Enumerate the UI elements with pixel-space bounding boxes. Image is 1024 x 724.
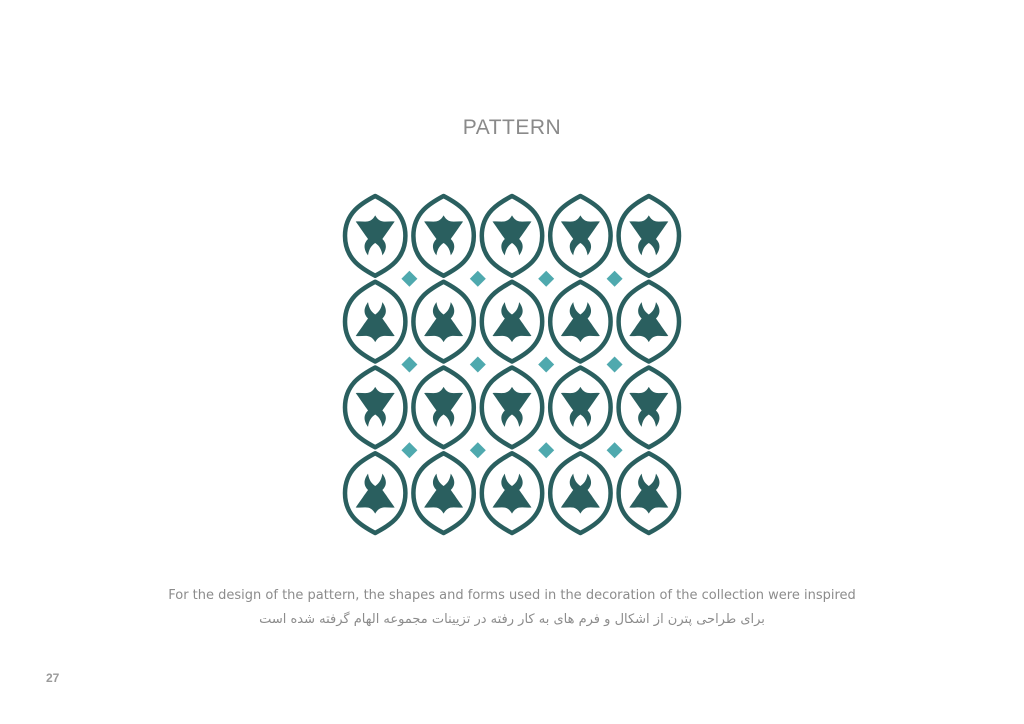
pattern-cell — [479, 193, 545, 278]
accent-diamond — [469, 442, 486, 459]
pattern-cell — [547, 451, 613, 536]
accent-diamond — [606, 356, 623, 373]
cell-outline — [479, 451, 545, 536]
accent-diamond — [538, 442, 555, 459]
caption-english: For the design of the pattern, the shape… — [168, 588, 856, 603]
cell-outline — [547, 365, 613, 450]
cell-outline — [342, 193, 408, 278]
flower-motif — [492, 473, 532, 514]
cell-outline — [547, 279, 613, 364]
cell-outline — [616, 279, 682, 364]
pattern-cell — [411, 193, 477, 278]
pattern-cell — [342, 279, 408, 364]
pattern-cell — [479, 451, 545, 536]
flower-motif — [492, 302, 532, 343]
flower-motif — [355, 302, 395, 343]
cell-outline — [616, 193, 682, 278]
pattern-cell — [616, 451, 682, 536]
pattern-cell — [616, 365, 682, 450]
flower-motif — [424, 473, 464, 514]
cell-outline — [547, 451, 613, 536]
pattern-cell — [342, 451, 408, 536]
flower-motif — [560, 215, 600, 256]
pattern-cell — [616, 279, 682, 364]
flower-motif — [560, 302, 600, 343]
pattern-cell — [479, 365, 545, 450]
cell-outline — [616, 365, 682, 450]
cell-outline — [411, 365, 477, 450]
pattern-cell — [342, 193, 408, 278]
cell-outline — [342, 279, 408, 364]
flower-motif — [629, 215, 669, 256]
cell-outline — [547, 193, 613, 278]
accent-diamond — [606, 442, 623, 459]
cell-outline — [479, 365, 545, 450]
page-number: 27 — [46, 671, 60, 685]
flower-motif — [629, 302, 669, 343]
cell-outline — [411, 279, 477, 364]
accent-diamond — [401, 442, 418, 459]
pattern-cell — [547, 193, 613, 278]
flower-motif — [355, 215, 395, 256]
pattern-graphic — [342, 193, 682, 536]
pattern-cell — [616, 193, 682, 278]
flower-motif — [492, 215, 532, 256]
cell-outline — [479, 279, 545, 364]
flower-motif — [424, 302, 464, 343]
accent-diamond — [401, 270, 418, 287]
flower-motif — [560, 386, 600, 427]
cell-outline — [342, 365, 408, 450]
accent-diamond — [469, 270, 486, 287]
flower-motif — [629, 386, 669, 427]
flower-motif — [560, 473, 600, 514]
pattern-cell — [479, 279, 545, 364]
flower-motif — [629, 473, 669, 514]
accent-diamond — [469, 356, 486, 373]
flower-motif — [355, 386, 395, 427]
pattern-cell — [411, 451, 477, 536]
caption-persian: برای طراحی پترن از اشکال و فرم های به کا… — [259, 612, 765, 627]
cell-outline — [342, 451, 408, 536]
pattern-cell — [342, 365, 408, 450]
pattern-cell — [547, 365, 613, 450]
cell-outline — [411, 451, 477, 536]
cell-outline — [479, 193, 545, 278]
pattern-cell — [411, 279, 477, 364]
flower-motif — [424, 386, 464, 427]
flower-motif — [492, 386, 532, 427]
accent-diamond — [538, 270, 555, 287]
accent-diamond — [606, 270, 623, 287]
pattern-cell — [411, 365, 477, 450]
page-title: PATTERN — [462, 116, 562, 139]
pattern-cell — [547, 279, 613, 364]
accent-diamond — [401, 356, 418, 373]
cell-outline — [616, 451, 682, 536]
cell-outline — [411, 193, 477, 278]
pattern-illustration — [341, 193, 683, 536]
flower-motif — [424, 215, 464, 256]
accent-diamond — [538, 356, 555, 373]
flower-motif — [355, 473, 395, 514]
